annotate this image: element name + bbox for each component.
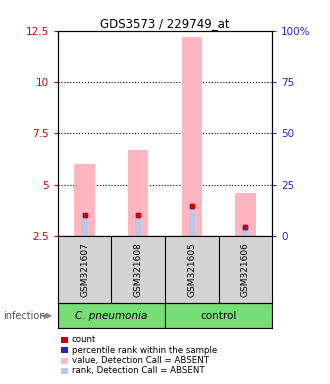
Text: infection: infection xyxy=(3,311,46,321)
Bar xyxy=(165,303,272,328)
Bar xyxy=(58,303,165,328)
Text: GSM321606: GSM321606 xyxy=(241,242,250,297)
Text: GSM321607: GSM321607 xyxy=(80,242,89,297)
Bar xyxy=(128,150,148,236)
Text: control: control xyxy=(200,311,237,321)
Text: GSM321605: GSM321605 xyxy=(187,242,196,297)
Bar xyxy=(74,164,95,236)
Bar xyxy=(81,214,88,236)
Text: value, Detection Call = ABSENT: value, Detection Call = ABSENT xyxy=(72,356,209,365)
Text: GSM321608: GSM321608 xyxy=(134,242,143,297)
Bar xyxy=(135,214,142,236)
Text: percentile rank within the sample: percentile rank within the sample xyxy=(72,346,217,355)
Bar xyxy=(235,193,256,236)
Bar xyxy=(188,205,195,236)
Bar xyxy=(242,226,249,236)
Text: count: count xyxy=(72,335,96,344)
Title: GDS3573 / 229749_at: GDS3573 / 229749_at xyxy=(100,17,230,30)
Text: rank, Detection Call = ABSENT: rank, Detection Call = ABSENT xyxy=(72,366,204,376)
Text: C. pneumonia: C. pneumonia xyxy=(75,311,148,321)
Bar xyxy=(182,37,202,236)
